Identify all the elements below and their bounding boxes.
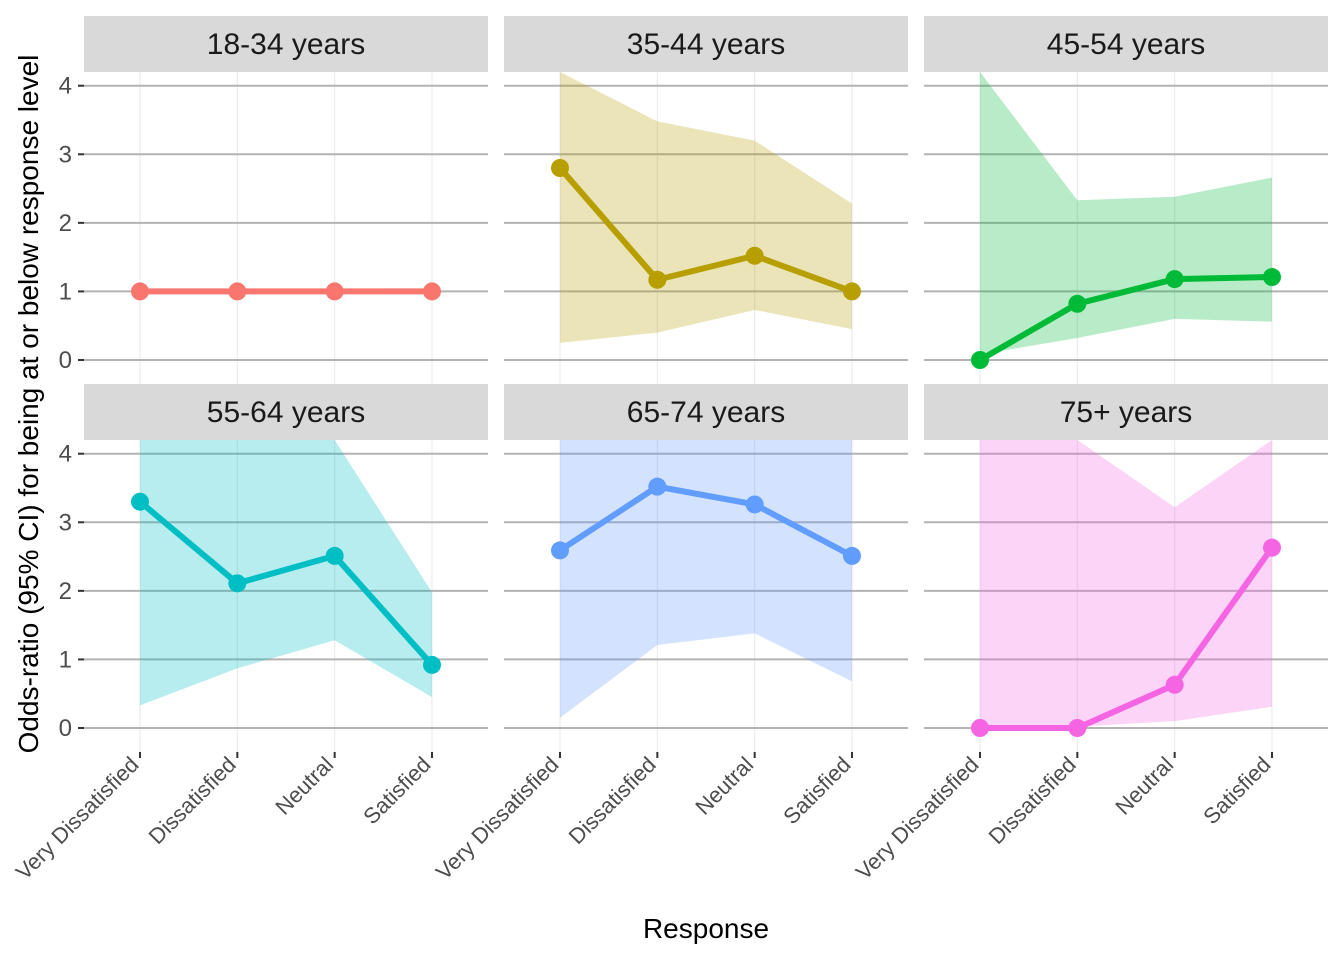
ci-ribbon	[980, 72, 1272, 355]
panel-title: 18-34 years	[207, 28, 365, 61]
panel-title: 45-54 years	[1047, 28, 1205, 61]
panel-55-64-years: 55-64 years 0 1 2 3 4 Very Dissatisfied Dissati…	[11, 384, 488, 885]
panel-strip	[84, 16, 488, 72]
data-point	[843, 546, 861, 565]
x-tick-label: Satisfied	[358, 752, 435, 829]
panel-strip	[504, 384, 908, 440]
panel-title: 65-74 years	[627, 396, 785, 429]
series-line	[557, 165, 855, 295]
data-point	[745, 246, 764, 265]
ci-ribbon	[560, 440, 852, 718]
data-point	[745, 495, 764, 514]
panel-strip	[924, 384, 1328, 440]
data-point	[1165, 675, 1184, 694]
data-point	[1165, 270, 1184, 289]
x-tick-label: Neutral	[1110, 752, 1178, 820]
data-point	[131, 492, 149, 511]
x-tick-label: Very Dissatisfied	[431, 752, 564, 885]
x-tick-label: Neutral	[270, 752, 338, 820]
x-axis-title: Response	[643, 913, 769, 944]
panel-strip	[84, 384, 488, 440]
y-tick-label: 0	[59, 347, 72, 374]
y-tick-label: 1	[59, 646, 72, 673]
panel-65-74-years: 65-74 years Very Dissatisfied Dissatisfied…	[431, 384, 908, 885]
panel-75-years: 75+ years Very Dissatisfied Dissatisfied Ne…	[851, 384, 1328, 885]
data-point	[1068, 719, 1087, 737]
x-tick-label: Dissatisfied	[144, 752, 241, 849]
x-tick-label: Satisfied	[1198, 752, 1275, 829]
y-axis-title: Odds-ratio (95% CI) for being at or belo…	[13, 55, 44, 754]
data-point	[551, 159, 569, 177]
y-tick-label: 1	[59, 278, 72, 305]
data-point	[131, 282, 149, 301]
x-tick-label: Very Dissatisfied	[11, 752, 144, 885]
y-tick-label: 4	[59, 73, 72, 100]
panel-35-44-years: 35-44 years	[504, 16, 908, 384]
y-tick-label: 3	[59, 141, 72, 168]
y-tick-label: 3	[59, 509, 72, 536]
panel-45-54-years: 45-54 years	[924, 16, 1328, 384]
panel-18-34-years: 18-34 years 0 1 2 3 4	[59, 16, 488, 384]
panel-title: 75+ years	[1060, 396, 1193, 429]
x-tick-label: Very Dissatisfied	[851, 752, 984, 885]
series-line	[977, 274, 1275, 363]
data-point	[325, 282, 344, 301]
series-line	[557, 483, 855, 559]
panel-title: 35-44 years	[627, 28, 785, 61]
series-line	[977, 544, 1275, 731]
y-tick-label: 2	[59, 578, 72, 605]
panel-strip	[504, 16, 908, 72]
data-point	[228, 574, 247, 593]
y-tick-label: 4	[59, 441, 72, 468]
data-point	[228, 282, 247, 301]
data-point	[648, 270, 667, 289]
x-tick-label: Neutral	[690, 752, 758, 820]
y-tick-label: 0	[59, 715, 72, 742]
data-point	[648, 477, 667, 496]
data-point	[423, 282, 441, 301]
ci-ribbon	[560, 72, 852, 343]
data-point	[325, 546, 344, 565]
data-point	[971, 719, 989, 737]
data-point	[1068, 294, 1087, 313]
data-point	[551, 541, 569, 560]
y-tick-label: 2	[59, 210, 72, 237]
data-point	[843, 282, 861, 301]
series-line	[137, 498, 435, 668]
x-tick-label: Dissatisfied	[564, 752, 661, 849]
panel-title: 55-64 years	[207, 396, 365, 429]
panel-strip	[924, 16, 1328, 72]
data-point	[1263, 538, 1281, 557]
data-point	[423, 655, 441, 674]
x-tick-label: Satisfied	[778, 752, 855, 829]
ci-ribbon	[980, 440, 1272, 727]
x-tick-label: Dissatisfied	[984, 752, 1081, 849]
data-point	[1263, 268, 1281, 287]
data-point	[971, 351, 989, 369]
